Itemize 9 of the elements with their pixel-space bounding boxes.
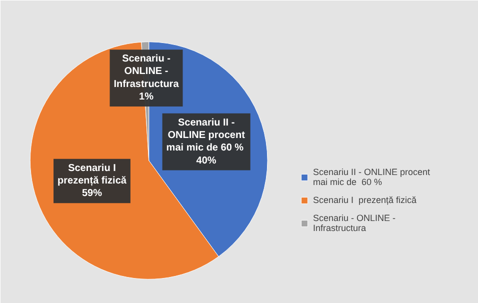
slice-label: Scenariu - ONLINE - Infrastructura — [114, 54, 180, 90]
legend-label: Scenariu I prezență fizică — [313, 195, 417, 205]
slice-label: Scenariu II - ONLINE procent mai mic de 60 % — [166, 117, 246, 154]
data-label: 59% — [82, 188, 102, 200]
legend-label: Scenariu II - ONLINE procent mai mic de 60 % — [313, 167, 430, 187]
data-label: 1% — [139, 92, 154, 103]
slice-label: Scenariu I prezență fizică — [58, 162, 127, 187]
data-label: 40% — [196, 155, 216, 166]
legend-label: Scenariu - ONLINE - Infrastructura — [313, 213, 396, 233]
